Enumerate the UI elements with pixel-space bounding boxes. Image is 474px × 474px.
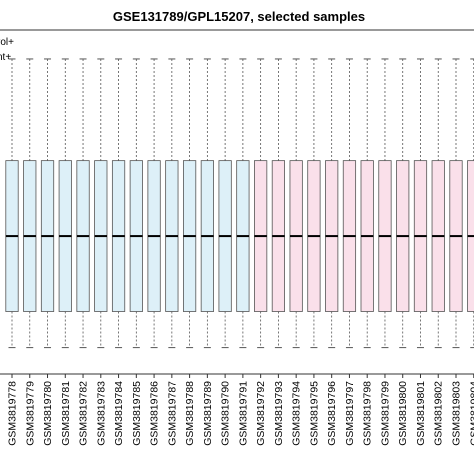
box-GSM3819785 [129, 58, 143, 349]
box-GSM3819792 [254, 58, 268, 349]
box-GSM3819789 [200, 58, 214, 349]
box-GSM3819801 [413, 58, 428, 349]
box-GSM3819794 [289, 58, 303, 349]
x-tick-label: GSM3819803 [451, 381, 463, 446]
x-tick-label: GSM3819802 [433, 381, 445, 446]
x-tick-label: GSM3819795 [308, 381, 320, 446]
x-axis: GSM3819778 GSM3819779 GSM3819780 GSM3819781… [7, 374, 474, 446]
x-tick-label: GSM3819796 [326, 381, 338, 446]
box-GSM3819788 [182, 58, 197, 349]
box-GSM3819784 [111, 58, 126, 349]
x-tick-label: GSM3819784 [113, 381, 125, 446]
box-GSM3819802 [431, 58, 445, 349]
chart-title: GSE131789/GPL15207, selected samples [113, 9, 365, 24]
x-tick-label: GSM3819791 [237, 381, 249, 446]
x-tick-label: GSM3819785 [131, 381, 143, 446]
box-GSM3819780 [40, 58, 55, 349]
x-tick-label: GSM3819786 [149, 381, 161, 446]
box-GSM3819791 [236, 58, 250, 349]
x-tick-label: GSM3819781 [60, 381, 72, 446]
box-GSM3819786 [147, 58, 161, 349]
box-GSM3819783 [94, 58, 108, 349]
plot-frame [0, 29, 474, 375]
x-tick-label: GSM3819778 [7, 381, 19, 446]
x-tick-label: GSM3819801 [415, 381, 427, 446]
box-GSM3819795 [307, 58, 321, 349]
x-tick-label: GSM3819798 [362, 381, 374, 446]
box-GSM3819782 [76, 58, 90, 349]
x-tick-label: GSM3819790 [220, 381, 232, 446]
box-GSM3819781 [58, 58, 72, 349]
x-tick-label: GSM3819799 [379, 381, 391, 446]
x-tick-label: GSM3819782 [78, 381, 90, 446]
box-GSM3819804 [467, 58, 474, 349]
boxes-layer [5, 58, 474, 349]
box-GSM3819798 [360, 58, 374, 349]
box-GSM3819797 [342, 58, 357, 349]
x-tick-label: GSM3819800 [397, 381, 409, 446]
x-tick-label: GSM3819794 [291, 381, 303, 446]
x-tick-label: GSM3819789 [202, 381, 214, 446]
box-GSM3819796 [325, 58, 339, 349]
box-GSM3819779 [23, 58, 37, 349]
box-GSM3819790 [218, 58, 232, 349]
box-GSM3819793 [271, 58, 286, 349]
x-tick-label: GSM3819793 [273, 381, 285, 446]
x-tick-label: GSM3819792 [255, 381, 267, 446]
x-tick-label: GSM3819797 [344, 381, 356, 446]
box-GSM3819787 [165, 58, 179, 349]
x-tick-label: GSM3819780 [42, 381, 54, 446]
box-GSM3819799 [378, 58, 392, 349]
legend-entry-label: nt+ [0, 52, 11, 63]
box-GSM3819800 [396, 58, 410, 349]
x-tick-label: GSM3819783 [95, 381, 107, 446]
legend-entry-label: rol+ [0, 37, 14, 48]
legend: rol+ nt+ [0, 37, 14, 63]
box-GSM3819803 [449, 58, 463, 349]
x-tick-label: GSM3819788 [184, 381, 196, 446]
x-tick-label: GSM3819779 [24, 381, 36, 446]
box-GSM3819778 [5, 58, 19, 349]
x-tick-label: GSM3819804 [468, 381, 474, 446]
x-tick-label: GSM3819787 [166, 381, 178, 446]
